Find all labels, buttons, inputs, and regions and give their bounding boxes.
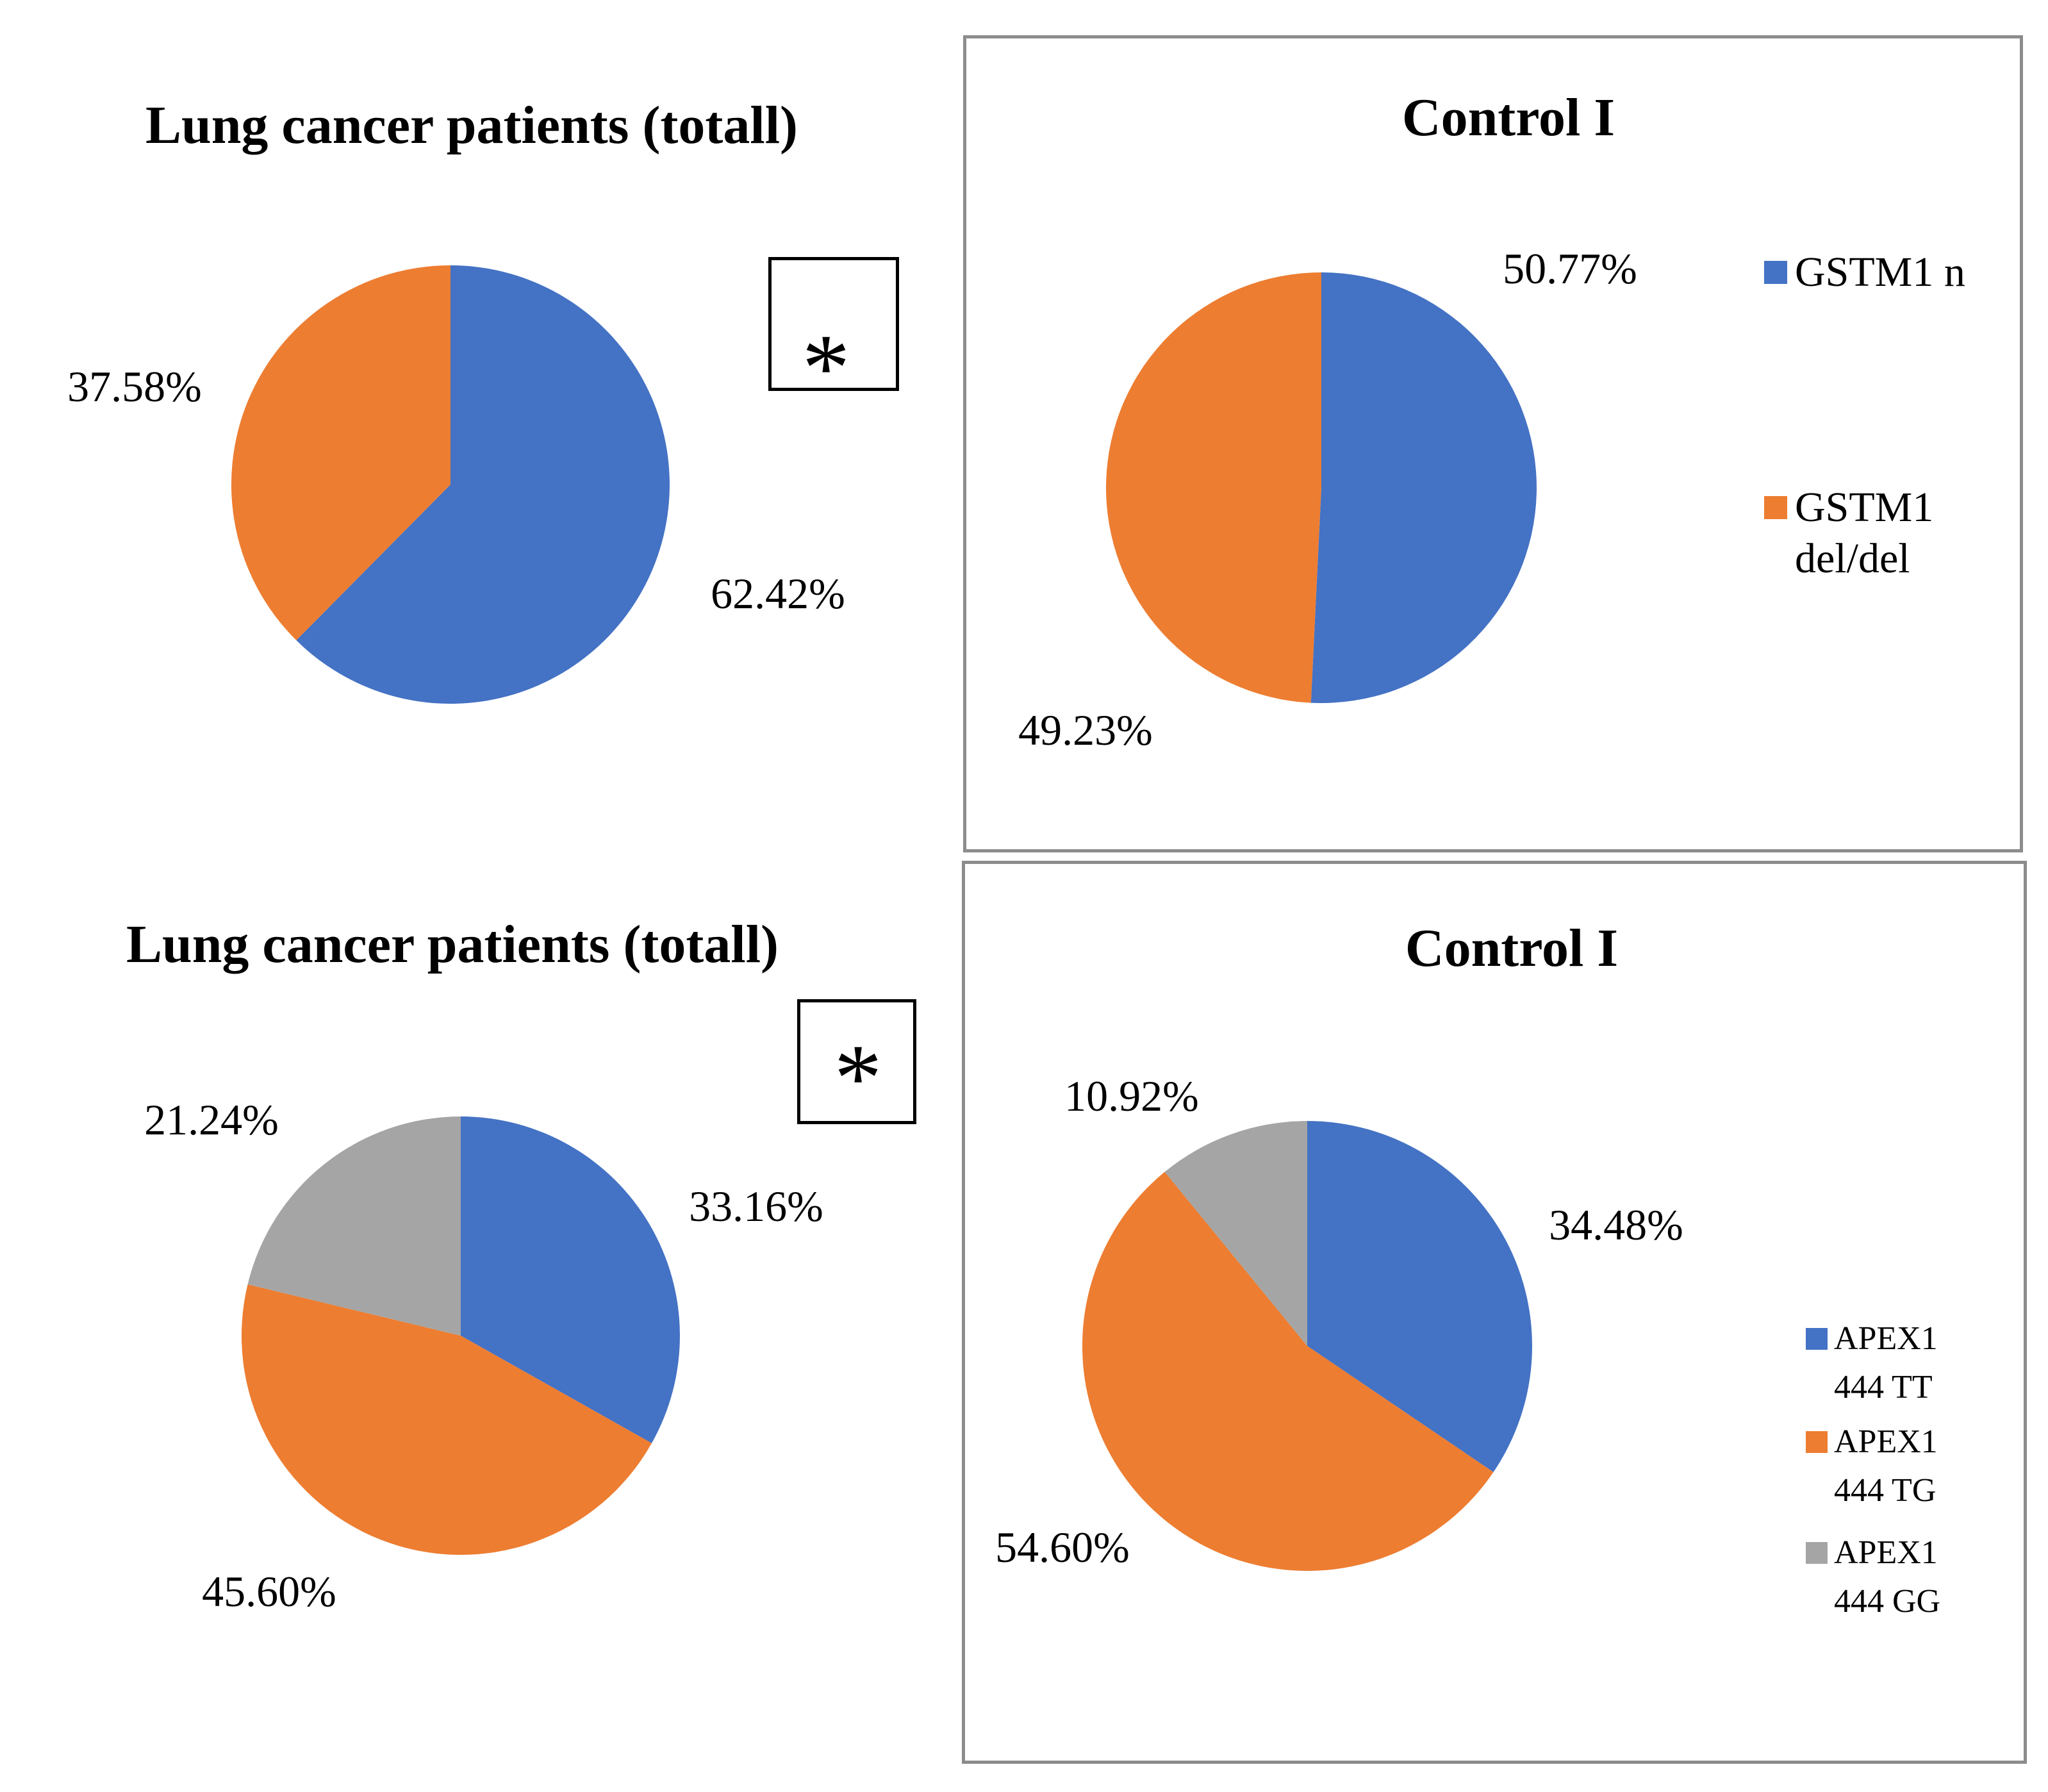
legend-label: APEX1 444 TG	[1834, 1418, 1938, 1515]
legend-item: APEX1 444 TT	[1806, 1315, 1938, 1412]
data-label-gstm1-n-control: 50.77%	[1503, 244, 1637, 293]
data-label-gstm1-deldel-control: 49.23%	[1018, 706, 1153, 754]
legend-label-line: APEX1	[1834, 1423, 1938, 1460]
legend-label: APEX1 444 GG	[1834, 1529, 1940, 1626]
pie-chart-lung-apex1	[242, 1116, 680, 1555]
pie-slice-orange	[231, 265, 450, 641]
pie-slice-orange	[1082, 1172, 1494, 1571]
legend-label-line: 444 GG	[1834, 1583, 1941, 1620]
chart-title-lung-apex1: Lung cancer patients (totall)	[126, 915, 779, 974]
chart-title-control1-apex1: Control I	[1405, 918, 1619, 978]
legend-label-line: APEX1	[1834, 1534, 1938, 1571]
pie-slice-blue	[296, 265, 670, 704]
legend-swatch-gray	[1806, 1542, 1828, 1564]
data-label-apex1-gg-control: 10.92%	[1064, 1072, 1199, 1120]
legend-swatch-orange	[1806, 1431, 1828, 1453]
pie-slice-blue	[1310, 272, 1537, 703]
legend-label: APEX1 444 TT	[1834, 1315, 1938, 1412]
data-label-gstm1-deldel-patients: 37.58%	[67, 362, 202, 411]
legend-swatch-blue	[1764, 261, 1787, 284]
pie-chart-control1-apex1	[1082, 1121, 1532, 1571]
chart-title-control1-gstm1: Control I	[1401, 88, 1615, 147]
legend-label-line: APEX1	[1834, 1320, 1938, 1357]
data-label-apex1-tt-control: 34.48%	[1549, 1200, 1683, 1249]
legend-label-line: del/del	[1795, 535, 1910, 582]
legend-swatch-blue	[1806, 1328, 1828, 1350]
legend-item: APEX1 444 TG	[1806, 1418, 1938, 1515]
chart-title-lung-gstm1: Lung cancer patients (totall)	[145, 95, 798, 155]
data-label-gstm1-n-patients: 62.42%	[711, 569, 845, 618]
pie-chart-control1-gstm1	[1106, 272, 1537, 703]
legend-item: GSTM1 n	[1764, 247, 1965, 298]
legend-label-line: 444 TT	[1834, 1369, 1933, 1406]
pie-slice-blue	[461, 1116, 680, 1443]
legend-label: GSTM1 del/del	[1795, 482, 1933, 585]
legend-item: APEX1 444 GG	[1806, 1529, 1940, 1626]
legend-label-line: GSTM1 n	[1795, 249, 1965, 295]
pie-slice-orange	[1106, 272, 1321, 703]
legend-item: GSTM1 del/del	[1764, 482, 1933, 585]
data-label-apex1-gg-patients: 21.24%	[144, 1095, 279, 1144]
pie-slice-gray	[247, 1116, 461, 1336]
data-label-apex1-tg-control: 54.60%	[995, 1523, 1130, 1572]
pie-slice-blue	[1307, 1121, 1532, 1472]
data-label-apex1-tg-patients: 45.60%	[202, 1567, 336, 1616]
legend-label-line: 444 TG	[1834, 1472, 1937, 1509]
significance-asterisk: *	[802, 315, 850, 421]
pie-chart-lung-gstm1	[231, 265, 670, 704]
significance-box	[768, 257, 899, 391]
significance-asterisk: *	[834, 1025, 882, 1131]
legend-label: GSTM1 n	[1795, 247, 1965, 298]
significance-box	[797, 999, 916, 1124]
pie-slice-gray	[1164, 1121, 1307, 1346]
data-label-apex1-tt-patients: 33.16%	[689, 1182, 823, 1231]
pie-slice-orange	[242, 1284, 652, 1555]
legend-swatch-orange	[1764, 496, 1787, 519]
legend-label-line: GSTM1	[1795, 484, 1934, 531]
